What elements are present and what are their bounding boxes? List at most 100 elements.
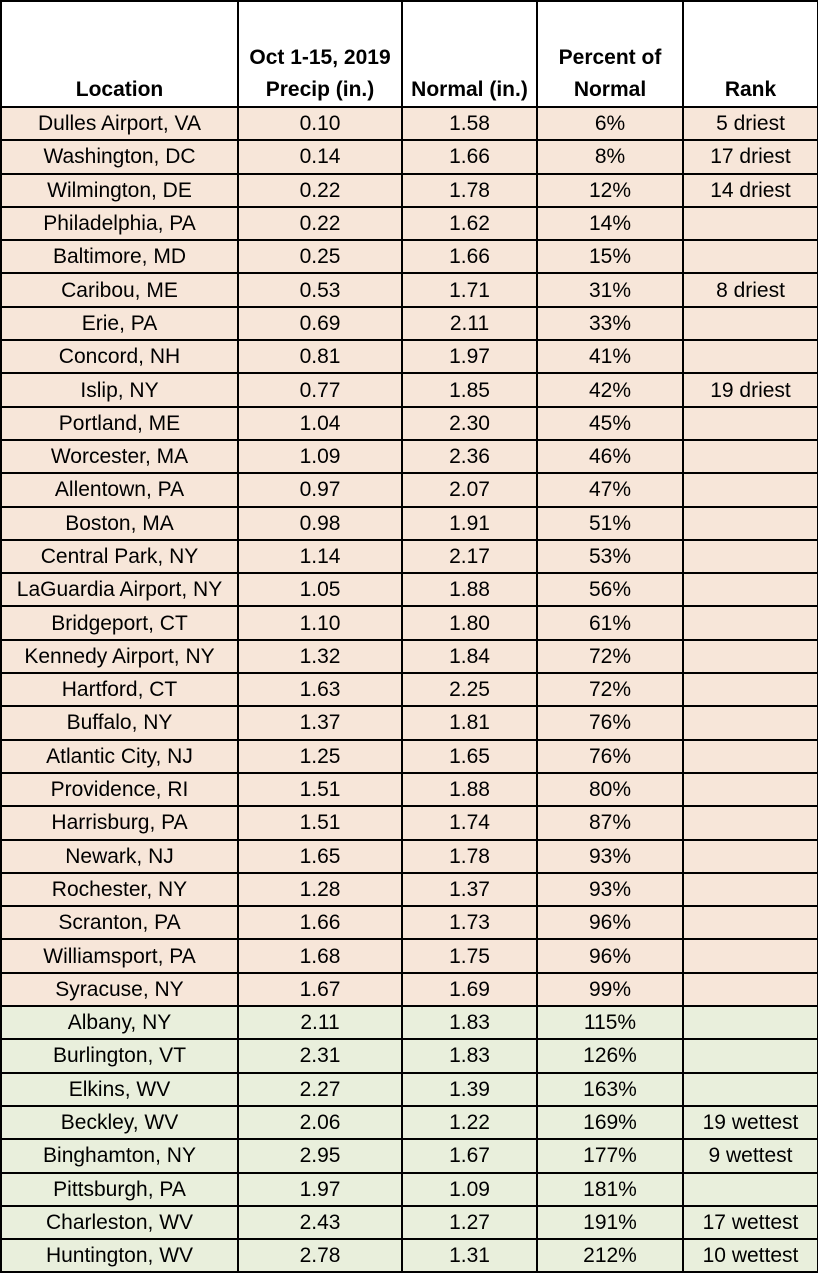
cell-rank: [682, 472, 818, 508]
cell-normal: 1.74: [401, 805, 538, 841]
cell-normal: 1.85: [401, 372, 538, 408]
cell-percent: 31%: [536, 272, 684, 308]
cell-normal: 1.71: [401, 272, 538, 308]
cell-percent: 80%: [536, 771, 684, 808]
cell-rank: [682, 405, 818, 441]
cell-rank: [682, 771, 818, 808]
cell-normal: 1.22: [401, 1104, 538, 1141]
cell-normal: 1.91: [401, 505, 538, 541]
cell-rank: [682, 605, 818, 641]
cell-rank: [682, 538, 818, 575]
header-line: Percent of: [558, 46, 662, 69]
cell-percent: 169%: [536, 1104, 684, 1141]
cell-rank: [682, 305, 818, 342]
table-row: Concord, NH 0.81 1.97 41%: [0, 339, 818, 375]
table-row: Dulles Airport, VA 0.10 1.58 6% 5 driest: [0, 105, 818, 142]
cell-location: Caribou, ME: [0, 272, 239, 308]
cell-location: Atlantic City, NJ: [0, 738, 239, 774]
cell-precip: 1.68: [237, 938, 403, 974]
cell-percent: 33%: [536, 305, 684, 342]
cell-precip: 1.14: [237, 538, 403, 575]
cell-precip: 2.78: [237, 1238, 403, 1274]
cell-location: Providence, RI: [0, 771, 239, 808]
cell-normal: 1.65: [401, 738, 538, 774]
cell-normal: 1.09: [401, 1171, 538, 1207]
cell-rank: 19 driest: [682, 372, 818, 408]
cell-percent: 115%: [536, 1005, 684, 1041]
header-precip: Oct 1-15, 2019 Precip (in.): [237, 0, 403, 108]
cell-normal: 1.75: [401, 938, 538, 974]
cell-percent: 177%: [536, 1138, 684, 1174]
cell-precip: 1.51: [237, 805, 403, 841]
cell-location: Kennedy Airport, NY: [0, 638, 239, 675]
cell-rank: [682, 505, 818, 541]
table-row: Atlantic City, NJ 1.25 1.65 76%: [0, 738, 818, 774]
cell-percent: 93%: [536, 871, 684, 908]
cell-location: Philadelphia, PA: [0, 205, 239, 242]
header-line: Normal (in.): [411, 78, 528, 101]
cell-rank: [682, 938, 818, 974]
table-row: Burlington, VT 2.31 1.83 126%: [0, 1038, 818, 1074]
table-row: Worcester, MA 1.09 2.36 46%: [0, 438, 818, 475]
cell-location: Newark, NJ: [0, 838, 239, 874]
table-row: Albany, NY 2.11 1.83 115%: [0, 1005, 818, 1041]
cell-location: Portland, ME: [0, 405, 239, 441]
cell-rank: [682, 239, 818, 275]
cell-precip: 0.97: [237, 472, 403, 508]
cell-percent: 72%: [536, 638, 684, 675]
cell-normal: 1.62: [401, 205, 538, 242]
cell-precip: 0.22: [237, 205, 403, 242]
table-row: Syracuse, NY 1.67 1.69 99%: [0, 971, 818, 1008]
table-row: LaGuardia Airport, NY 1.05 1.88 56%: [0, 572, 818, 608]
cell-normal: 2.11: [401, 305, 538, 342]
cell-normal: 1.27: [401, 1204, 538, 1241]
cell-location: Wilmington, DE: [0, 172, 239, 208]
cell-rank: [682, 339, 818, 375]
cell-rank: 17 wettest: [682, 1204, 818, 1241]
cell-normal: 1.81: [401, 705, 538, 741]
cell-percent: 12%: [536, 172, 684, 208]
table-row: Wilmington, DE 0.22 1.78 12% 14 driest: [0, 172, 818, 208]
cell-percent: 51%: [536, 505, 684, 541]
cell-percent: 191%: [536, 1204, 684, 1241]
cell-location: Pittsburgh, PA: [0, 1171, 239, 1207]
table-row: Washington, DC 0.14 1.66 8% 17 driest: [0, 139, 818, 175]
cell-location: Dulles Airport, VA: [0, 105, 239, 142]
table-row: Allentown, PA 0.97 2.07 47%: [0, 472, 818, 508]
cell-percent: 93%: [536, 838, 684, 874]
table-row: Kennedy Airport, NY 1.32 1.84 72%: [0, 638, 818, 675]
cell-rank: [682, 805, 818, 841]
cell-location: Albany, NY: [0, 1005, 239, 1041]
table-row: Bridgeport, CT 1.10 1.80 61%: [0, 605, 818, 641]
header-line: Precip (in.): [265, 78, 375, 101]
cell-normal: 1.88: [401, 572, 538, 608]
table-row: Binghamton, NY 2.95 1.67 177% 9 wettest: [0, 1138, 818, 1174]
table-row: Erie, PA 0.69 2.11 33%: [0, 305, 818, 342]
cell-normal: 2.36: [401, 438, 538, 475]
cell-location: Worcester, MA: [0, 438, 239, 475]
cell-percent: 99%: [536, 971, 684, 1008]
cell-percent: 41%: [536, 339, 684, 375]
header-line: Location: [75, 78, 164, 101]
cell-location: Allentown, PA: [0, 472, 239, 508]
cell-percent: 76%: [536, 705, 684, 741]
cell-rank: [682, 1038, 818, 1074]
cell-precip: 2.43: [237, 1204, 403, 1241]
cell-rank: [682, 905, 818, 941]
table-row: Beckley, WV 2.06 1.22 169% 19 wettest: [0, 1104, 818, 1141]
table-row: Portland, ME 1.04 2.30 45%: [0, 405, 818, 441]
cell-precip: 0.81: [237, 339, 403, 375]
table-row: Pittsburgh, PA 1.97 1.09 181%: [0, 1171, 818, 1207]
cell-location: Buffalo, NY: [0, 705, 239, 741]
table-row: Williamsport, PA 1.68 1.75 96%: [0, 938, 818, 974]
cell-location: Bridgeport, CT: [0, 605, 239, 641]
cell-precip: 0.25: [237, 239, 403, 275]
cell-precip: 1.97: [237, 1171, 403, 1207]
cell-rank: 19 wettest: [682, 1104, 818, 1141]
cell-precip: 1.65: [237, 838, 403, 874]
cell-rank: [682, 638, 818, 675]
cell-rank: [682, 672, 818, 708]
cell-percent: 87%: [536, 805, 684, 841]
cell-percent: 126%: [536, 1038, 684, 1074]
